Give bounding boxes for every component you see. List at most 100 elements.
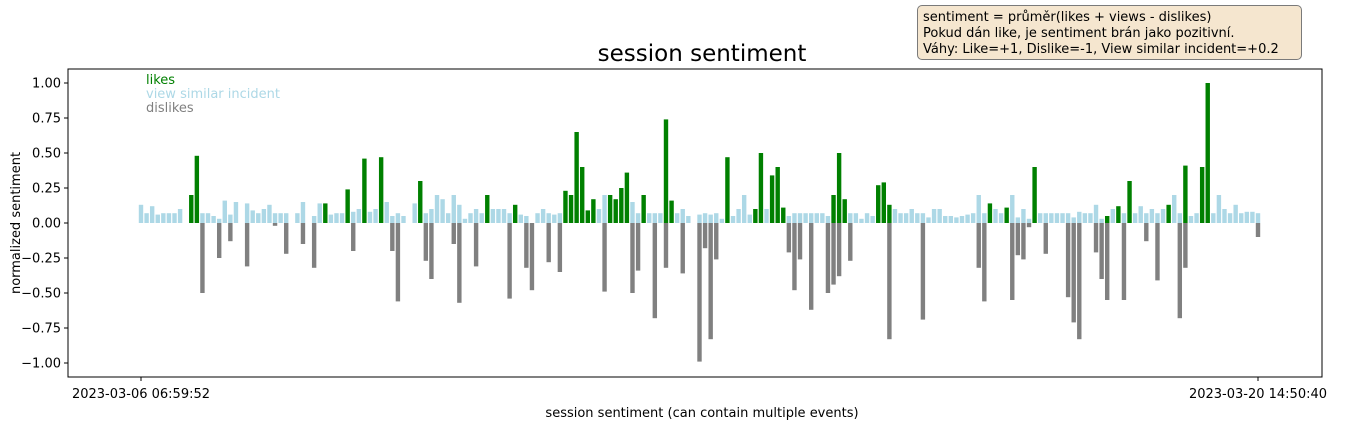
bar-view-similar-incident-143 bbox=[1222, 209, 1227, 223]
bar-view-similar-incident-78 bbox=[741, 195, 747, 223]
bar-dislikes-21 bbox=[602, 223, 607, 292]
bar-dislikes-31 bbox=[786, 223, 792, 253]
bar-dislikes-48 bbox=[1065, 223, 1071, 298]
bar-view-similar-incident-103 bbox=[943, 216, 948, 223]
bar-view-similar-incident-31 bbox=[356, 209, 362, 223]
bar-view-similar-incident-6 bbox=[172, 213, 177, 223]
bar-likes-24 bbox=[758, 153, 764, 223]
bar-likes-31 bbox=[876, 185, 881, 223]
bar-view-similar-incident-107 bbox=[965, 214, 970, 223]
bar-view-similar-incident-23 bbox=[295, 213, 300, 223]
legend-entry-likes: likes bbox=[146, 73, 175, 88]
bar-view-similar-incident-11 bbox=[216, 218, 222, 223]
bar-dislikes-54 bbox=[1121, 223, 1127, 300]
bar-view-similar-incident-51 bbox=[496, 209, 501, 223]
bar-view-similar-incident-21 bbox=[278, 213, 283, 223]
bar-likes-1 bbox=[194, 155, 200, 223]
bar-dislikes-57 bbox=[1177, 223, 1183, 319]
bar-view-similar-incident-94 bbox=[892, 209, 898, 223]
y-tick-label: 0.25 bbox=[32, 182, 61, 197]
bar-view-similar-incident-87 bbox=[820, 213, 825, 223]
bar-likes-43 bbox=[1205, 83, 1210, 223]
bar-likes-37 bbox=[1105, 216, 1110, 223]
bar-likes-25 bbox=[769, 175, 775, 223]
bar-view-similar-incident-33 bbox=[373, 209, 378, 223]
bar-view-similar-incident-1 bbox=[144, 213, 149, 223]
bar-view-similar-incident-96 bbox=[903, 213, 909, 223]
bar-view-similar-incident-45 bbox=[457, 204, 462, 223]
bar-view-similar-incident-115 bbox=[1021, 209, 1026, 223]
bar-view-similar-incident-110 bbox=[982, 213, 987, 223]
bar-likes-15 bbox=[607, 195, 613, 223]
bar-view-similar-incident-50 bbox=[490, 209, 496, 223]
bar-view-similar-incident-135 bbox=[1155, 213, 1160, 223]
bar-dislikes-29 bbox=[708, 223, 713, 340]
bar-view-similar-incident-76 bbox=[730, 216, 736, 223]
bar-likes-14 bbox=[591, 199, 596, 223]
bar-view-similar-incident-109 bbox=[976, 195, 981, 223]
bar-dislikes-19 bbox=[546, 223, 551, 263]
bar-dislikes-50 bbox=[1077, 223, 1082, 340]
bar-dislikes-23 bbox=[635, 223, 641, 271]
bar-view-similar-incident-20 bbox=[272, 213, 278, 223]
bar-view-similar-incident-73 bbox=[708, 214, 713, 223]
bar-view-similar-incident-142 bbox=[1216, 195, 1222, 223]
bar-view-similar-incident-126 bbox=[1088, 213, 1093, 223]
y-tick-label: −1.00 bbox=[21, 357, 61, 372]
bar-view-similar-incident-145 bbox=[1233, 204, 1238, 223]
bar-likes-39 bbox=[1127, 181, 1132, 223]
bars-group bbox=[138, 83, 1261, 362]
bar-view-similar-incident-34 bbox=[384, 202, 389, 223]
legend-entry-dislikes: dislikes bbox=[146, 101, 194, 116]
bar-view-similar-incident-0 bbox=[138, 204, 144, 223]
bar-view-similar-incident-129 bbox=[1110, 209, 1115, 223]
bar-view-similar-incident-149 bbox=[1255, 213, 1261, 223]
bar-dislikes-59 bbox=[1255, 223, 1261, 237]
bar-view-similar-incident-63 bbox=[630, 202, 635, 223]
bar-view-similar-incident-125 bbox=[1082, 213, 1088, 223]
bar-view-similar-incident-48 bbox=[473, 209, 479, 223]
bar-likes-4 bbox=[362, 158, 367, 223]
bar-dislikes-42 bbox=[982, 223, 987, 302]
bar-view-similar-incident-36 bbox=[395, 213, 401, 223]
bar-view-similar-incident-77 bbox=[736, 209, 741, 223]
bar-dislikes-52 bbox=[1099, 223, 1104, 279]
bar-view-similar-incident-120 bbox=[1054, 213, 1060, 223]
bar-likes-11 bbox=[574, 132, 579, 223]
bar-view-similar-incident-32 bbox=[367, 211, 373, 223]
bar-dislikes-53 bbox=[1105, 223, 1110, 300]
bar-view-similar-incident-19 bbox=[267, 204, 272, 223]
bar-dislikes-34 bbox=[809, 223, 814, 310]
bar-dislikes-25 bbox=[663, 223, 669, 268]
y-axis: 1.00 0.75 0.50 0.25 0.00 −0.25 −0.50 −0.75 −1.00 bbox=[21, 77, 68, 372]
bar-view-similar-incident-83 bbox=[797, 213, 803, 223]
bar-view-similar-incident-29 bbox=[339, 213, 345, 223]
x-tick-label: 2023-03-20 14:50:40 bbox=[1189, 387, 1327, 402]
bar-view-similar-incident-54 bbox=[518, 214, 523, 223]
bar-view-similar-incident-140 bbox=[1194, 213, 1199, 223]
bar-view-similar-incident-16 bbox=[250, 210, 255, 223]
bar-dislikes-8 bbox=[351, 223, 356, 251]
bar-view-similar-incident-53 bbox=[507, 213, 512, 223]
bar-view-similar-incident-121 bbox=[1060, 213, 1065, 223]
bar-likes-18 bbox=[624, 172, 630, 223]
bar-view-similar-incident-28 bbox=[334, 213, 339, 223]
bar-dislikes-24 bbox=[652, 223, 658, 319]
bar-dislikes-41 bbox=[976, 223, 981, 268]
bar-view-similar-incident-139 bbox=[1188, 216, 1194, 223]
bar-likes-22 bbox=[725, 157, 730, 223]
bar-view-similar-incident-137 bbox=[1172, 195, 1177, 223]
bar-likes-27 bbox=[781, 207, 786, 223]
bar-view-similar-incident-81 bbox=[786, 216, 792, 223]
bar-view-similar-incident-118 bbox=[1043, 213, 1048, 223]
bar-view-similar-incident-2 bbox=[149, 206, 155, 223]
bar-view-similar-incident-136 bbox=[1160, 209, 1166, 223]
bar-view-similar-incident-17 bbox=[256, 213, 261, 223]
bar-view-similar-incident-90 bbox=[853, 213, 859, 223]
bar-dislikes-44 bbox=[1015, 223, 1021, 256]
bar-dislikes-22 bbox=[630, 223, 635, 293]
bar-view-similar-incident-61 bbox=[596, 209, 602, 223]
bar-view-similar-incident-127 bbox=[1093, 204, 1099, 223]
bar-likes-10 bbox=[568, 195, 574, 223]
